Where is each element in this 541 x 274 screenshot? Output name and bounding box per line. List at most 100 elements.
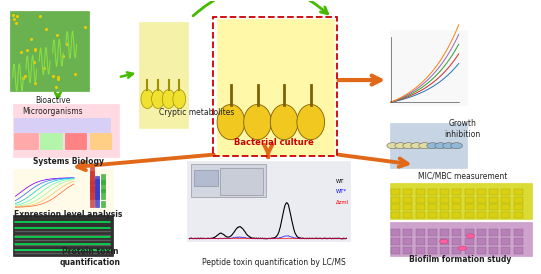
Bar	[415, 189, 425, 195]
Bar	[428, 238, 437, 245]
Bar	[440, 212, 449, 218]
FancyBboxPatch shape	[90, 171, 94, 192]
Bar	[391, 229, 400, 236]
Circle shape	[443, 143, 454, 149]
Bar	[440, 229, 449, 236]
FancyBboxPatch shape	[95, 176, 100, 184]
Bar	[415, 204, 425, 210]
Bar	[404, 247, 412, 254]
Bar	[477, 197, 486, 203]
Bar	[415, 212, 425, 218]
Ellipse shape	[141, 90, 154, 109]
Bar	[513, 247, 523, 254]
FancyBboxPatch shape	[140, 22, 188, 127]
Bar	[477, 204, 486, 210]
Bar	[452, 247, 461, 254]
Bar	[452, 238, 461, 245]
Bar	[404, 197, 412, 203]
Bar	[465, 197, 473, 203]
Bar	[477, 229, 486, 236]
Ellipse shape	[173, 90, 186, 109]
FancyBboxPatch shape	[101, 180, 105, 192]
Bar	[415, 238, 425, 245]
Ellipse shape	[243, 104, 272, 140]
Circle shape	[419, 143, 431, 149]
FancyBboxPatch shape	[390, 222, 532, 256]
Text: MIC/MBC measurement: MIC/MBC measurement	[418, 172, 507, 181]
Bar	[465, 204, 473, 210]
Bar	[465, 238, 473, 245]
Text: Expression level analysis: Expression level analysis	[15, 210, 123, 219]
Circle shape	[435, 143, 446, 149]
Bar	[477, 247, 486, 254]
Bar	[440, 238, 449, 245]
FancyBboxPatch shape	[101, 201, 105, 207]
FancyBboxPatch shape	[12, 104, 119, 156]
Bar	[513, 238, 523, 245]
Bar	[404, 238, 412, 245]
Text: Cryptic metabolites: Cryptic metabolites	[159, 108, 234, 117]
Bar	[502, 238, 510, 245]
FancyBboxPatch shape	[95, 192, 100, 207]
Circle shape	[466, 234, 474, 238]
Circle shape	[395, 143, 406, 149]
FancyBboxPatch shape	[95, 179, 100, 199]
Bar	[428, 197, 437, 203]
Bar	[465, 247, 473, 254]
Bar	[428, 212, 437, 218]
Bar	[477, 189, 486, 195]
FancyBboxPatch shape	[90, 181, 94, 199]
Ellipse shape	[217, 104, 245, 140]
Circle shape	[451, 143, 463, 149]
FancyBboxPatch shape	[216, 19, 334, 155]
Circle shape	[387, 143, 399, 149]
Bar	[391, 247, 400, 254]
FancyBboxPatch shape	[41, 133, 62, 149]
Ellipse shape	[270, 104, 298, 140]
Bar	[489, 212, 498, 218]
Circle shape	[439, 239, 448, 244]
FancyBboxPatch shape	[90, 133, 111, 149]
Text: WT*: WT*	[337, 189, 347, 195]
Text: Systems Biology: Systems Biology	[33, 157, 104, 166]
Bar	[489, 204, 498, 210]
Text: Protein toxin
quantification: Protein toxin quantification	[60, 247, 120, 267]
Bar	[489, 197, 498, 203]
Bar	[502, 247, 510, 254]
Ellipse shape	[297, 104, 325, 140]
Circle shape	[411, 143, 423, 149]
FancyArrowPatch shape	[193, 0, 328, 16]
FancyBboxPatch shape	[187, 161, 349, 241]
Bar	[428, 229, 437, 236]
Circle shape	[403, 143, 414, 149]
Text: Biofilm formation study: Biofilm formation study	[408, 255, 511, 264]
Bar	[391, 189, 400, 195]
Circle shape	[458, 246, 467, 250]
Bar	[440, 247, 449, 254]
Text: Growth
inhibition: Growth inhibition	[444, 119, 480, 139]
FancyBboxPatch shape	[12, 169, 113, 211]
Text: Δzml: Δzml	[337, 200, 349, 205]
Bar	[452, 189, 461, 195]
Bar	[404, 212, 412, 218]
Bar	[465, 212, 473, 218]
Bar	[502, 212, 510, 218]
FancyBboxPatch shape	[65, 133, 86, 149]
Bar	[391, 212, 400, 218]
FancyBboxPatch shape	[101, 174, 105, 184]
Bar	[513, 229, 523, 236]
Bar	[513, 204, 523, 210]
Bar	[428, 247, 437, 254]
Bar	[513, 189, 523, 195]
FancyBboxPatch shape	[90, 164, 94, 184]
Text: Bioactive
Microorganisms: Bioactive Microorganisms	[22, 96, 83, 116]
FancyBboxPatch shape	[191, 164, 266, 197]
Bar	[513, 212, 523, 218]
Bar	[440, 204, 449, 210]
Bar	[502, 189, 510, 195]
Bar	[502, 229, 510, 236]
Bar	[440, 197, 449, 203]
FancyBboxPatch shape	[14, 118, 110, 132]
FancyBboxPatch shape	[90, 186, 94, 207]
Text: Bacterial culture: Bacterial culture	[234, 138, 313, 147]
